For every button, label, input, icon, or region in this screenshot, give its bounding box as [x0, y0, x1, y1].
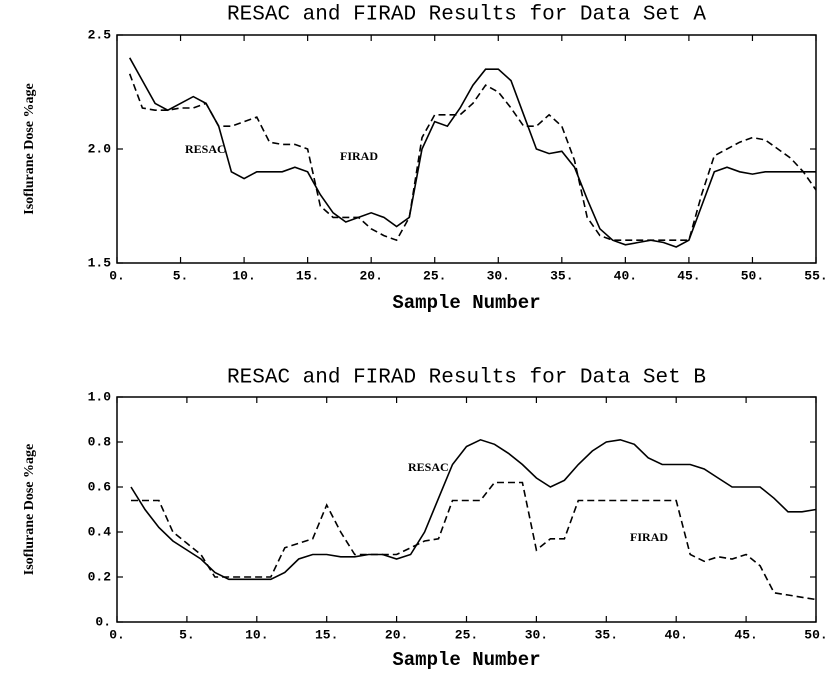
- chart-title: RESAC and FIRAD Results for Data Set A: [227, 4, 706, 27]
- plot-frame: [116, 396, 817, 623]
- chart-title: RESAC and FIRAD Results for Data Set B: [227, 367, 706, 390]
- x-tick-label: 10.: [245, 627, 268, 642]
- x-tick-label: 45.: [734, 627, 757, 642]
- x-tick-label: 5.: [179, 627, 195, 642]
- y-tick-label: 0.2: [88, 569, 112, 584]
- y-axis-label: Isoflurane Dose %age: [22, 444, 37, 575]
- y-tick-label: 0.4: [88, 524, 112, 539]
- y-tick-label: 2.5: [88, 27, 112, 42]
- x-tick-label: 25.: [423, 268, 446, 283]
- x-tick-label: 20.: [359, 268, 382, 283]
- y-tick-label: 0.6: [88, 479, 112, 494]
- x-tick-label: 0.: [109, 268, 125, 283]
- x-tick-label: 45.: [677, 268, 700, 283]
- x-tick-label: 25.: [455, 627, 478, 642]
- series-line: [131, 481, 817, 601]
- x-tick-label: 15.: [315, 627, 338, 642]
- series-line: [128, 73, 817, 242]
- series-line: [130, 438, 817, 581]
- x-tick-label: 30.: [487, 268, 510, 283]
- series-line: [129, 57, 816, 248]
- y-tick-label: 0.: [95, 614, 111, 629]
- series-label: FIRAD: [340, 149, 378, 163]
- x-tick-label: 55.: [804, 268, 827, 283]
- x-tick-label: 10.: [232, 268, 255, 283]
- x-tick-label: 50.: [741, 268, 764, 283]
- x-tick-label: 0.: [109, 627, 125, 642]
- x-tick-label: 50.: [804, 627, 827, 642]
- y-tick-label: 1.0: [88, 389, 112, 404]
- series-label: RESAC: [408, 460, 449, 474]
- series-label: FIRAD: [630, 530, 668, 544]
- x-tick-label: 35.: [595, 627, 618, 642]
- x-tick-label: 40.: [614, 268, 637, 283]
- y-tick-label: 2.0: [88, 141, 112, 156]
- y-tick-label: 0.8: [88, 434, 112, 449]
- x-tick-label: 15.: [296, 268, 319, 283]
- x-tick-label: 20.: [385, 627, 408, 642]
- x-tick-label: 40.: [664, 627, 687, 642]
- x-axis-label: Sample Number: [392, 292, 540, 314]
- y-tick-label: 1.5: [88, 255, 112, 270]
- x-tick-label: 30.: [525, 627, 548, 642]
- x-axis-label: Sample Number: [392, 649, 540, 671]
- series-label: RESAC: [185, 142, 226, 156]
- x-tick-label: 35.: [550, 268, 573, 283]
- y-axis-label: Isoflurane Dose %age: [22, 83, 37, 214]
- x-tick-label: 5.: [173, 268, 189, 283]
